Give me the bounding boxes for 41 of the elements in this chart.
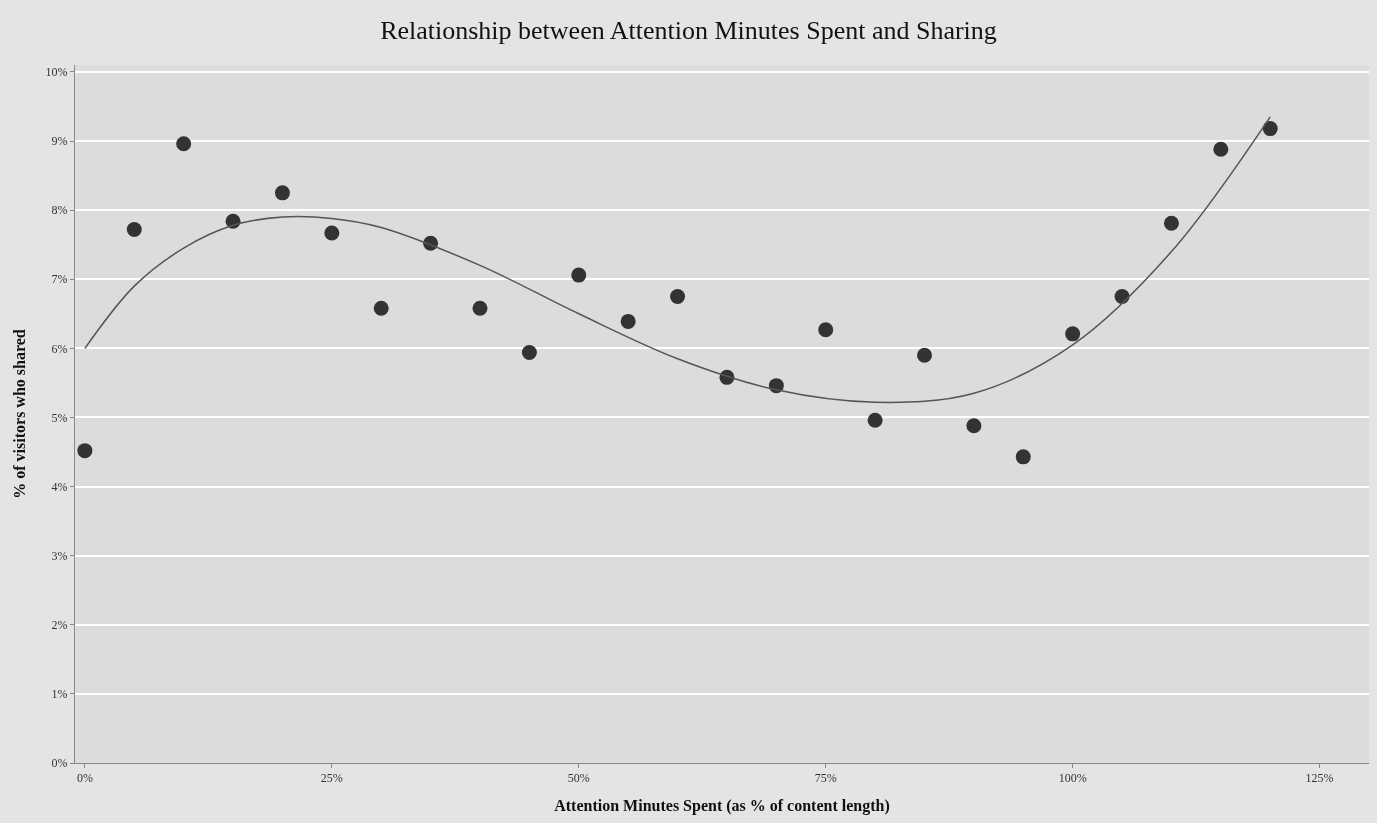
point: [472, 300, 488, 316]
point: [324, 225, 340, 241]
point: [521, 344, 537, 360]
point: [620, 313, 636, 329]
chart-title: Relationship between Attention Minutes Spent and Sharing: [380, 15, 997, 45]
point: [966, 418, 982, 434]
point: [670, 289, 686, 304]
y-tick-label: 8%: [51, 203, 68, 218]
y-tick-label: 9%: [51, 134, 68, 149]
x-tick-label: 100%: [1058, 771, 1087, 786]
point: [818, 322, 834, 338]
point: [77, 443, 93, 459]
x-tick-label: 75%: [814, 771, 837, 786]
y-tick-label: 2%: [51, 617, 68, 632]
y-tick-label: 6%: [51, 341, 68, 356]
point: [1163, 215, 1179, 231]
point: [1065, 326, 1081, 342]
y-tick-label: 3%: [51, 548, 68, 563]
y-axis-title: % of visitors who shared: [11, 329, 29, 499]
point: [373, 300, 389, 316]
y-tick-label: 1%: [51, 687, 68, 702]
y-tick-label: 5%: [51, 410, 68, 425]
point: [1213, 141, 1229, 157]
x-axis-title: Attention Minutes Spent (as % of content length): [554, 797, 890, 816]
point: [274, 185, 290, 201]
y-tick-label: 0%: [51, 756, 68, 771]
y-tick-label: 4%: [51, 479, 68, 494]
x-tick-label: 0%: [76, 771, 93, 786]
y-tick-label: 10%: [45, 65, 68, 80]
point: [571, 267, 587, 283]
line-series: [84, 116, 1271, 404]
x-tick-label: 50%: [567, 771, 590, 786]
point: [176, 136, 192, 152]
point: [1015, 449, 1031, 465]
point: [126, 221, 142, 237]
point: [917, 347, 932, 363]
point: [867, 412, 883, 428]
y-tick-label: 7%: [51, 272, 68, 287]
x-tick-label: 25%: [320, 771, 343, 786]
point: [1262, 121, 1278, 137]
x-tick-label: 125%: [1305, 771, 1334, 786]
